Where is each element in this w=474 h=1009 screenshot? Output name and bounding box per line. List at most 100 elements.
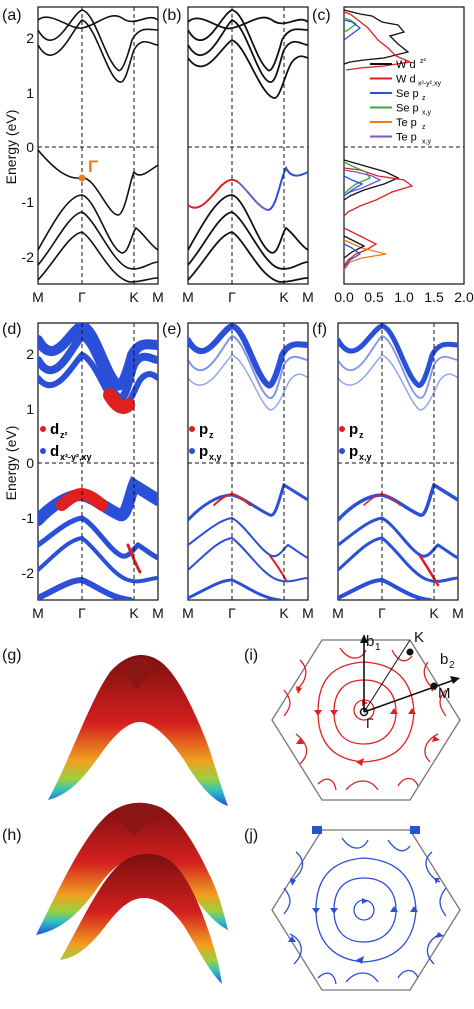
legend-f-pxy-label: p (349, 443, 358, 460)
ytick-top-1: 1 (26, 85, 34, 101)
panel-i-reciprocal-vectors (359, 634, 460, 717)
panel-c-frame (343, 6, 465, 285)
kpath-f-2: K (429, 605, 439, 621)
panel-h-surface-top (112, 802, 164, 836)
kpath-e-1: Γ (228, 605, 236, 621)
panel-b-valence-band (188, 165, 308, 211)
kpath-d-3: M (152, 605, 164, 621)
kpath-f-0: M (332, 605, 344, 621)
panel-i-b2-vector (363, 679, 455, 713)
ytick-bottom-2: 0 (26, 455, 34, 471)
panel-j-edge-mark-right (410, 826, 420, 834)
panel-i-k-label: K (414, 629, 424, 646)
panel-letters: (a) (b) (c) (d) (e) (f) (g) (h) (i) (j) (2, 7, 331, 844)
panel-i: b 1 b 2 K M Γ (271, 629, 461, 801)
legend-f-pz-dot (339, 426, 345, 432)
panel-e-legend: p z p x,y (189, 421, 222, 462)
panel-h-lower-surface (60, 853, 222, 984)
kpath-a-2: K (129, 289, 139, 305)
panel-i-b1-sub: 1 (375, 642, 381, 653)
panel-label-j: (j) (244, 827, 258, 844)
legend-c-label-5: Te p (396, 132, 417, 144)
legend-c-sub-4: z (422, 124, 426, 131)
legend-c-sub-5: x,y (422, 139, 431, 146)
panel-a-frame (37, 6, 159, 285)
panel-i-labels: b 1 b 2 K M Γ (366, 629, 455, 731)
panel-f-frame (337, 322, 459, 601)
legend-d-dz2-sub: z² (60, 430, 68, 440)
legend-c-sup-0: z² (420, 58, 427, 65)
panel-label-c: (c) (312, 7, 331, 24)
ytick-top-0: 2 (26, 30, 34, 46)
panel-label-b: (b) (162, 7, 182, 24)
panel-i-m-point (430, 682, 438, 690)
legend-c-label-4: Te p (396, 117, 417, 129)
ytick-top-3: -1 (22, 194, 35, 210)
panel-i-gamma-label: Γ (366, 715, 374, 731)
legend-f-pz-sub: z (359, 430, 364, 440)
panel-g-surface (48, 655, 228, 806)
panel-j-flow-lines (283, 837, 447, 985)
legend-c-sub-3: x,y (422, 110, 431, 117)
kpath-f-1: Γ (378, 605, 386, 621)
panel-label-i: (i) (244, 647, 258, 664)
legend-f-pxy-sub: x,y (359, 452, 372, 462)
panel-label-d: (d) (2, 321, 22, 338)
kpath-a-1: Γ (78, 289, 86, 305)
kpath-d-1: Γ (78, 605, 86, 621)
ytick-bottom-1: 1 (26, 401, 34, 417)
kpath-d-0: M (32, 605, 44, 621)
panel-i-b1-arrowhead (360, 634, 368, 643)
panel-d-legend: d z² d x²-y²,xy (40, 421, 92, 462)
panel-b (187, 6, 309, 285)
panel-h-upper-surface (36, 802, 228, 935)
kpath-f-3: M (452, 605, 464, 621)
legend-c-label-0: W d (396, 59, 416, 71)
panel-label-h: (h) (2, 827, 22, 844)
panel-label-f: (f) (312, 321, 327, 338)
panel-i-gamma-point (359, 707, 369, 717)
legend-c-label-1: W d (396, 74, 416, 86)
panel-i-b1-label: b (366, 633, 374, 650)
dos-xtick-2: 1.0 (394, 289, 414, 305)
kpath-b-0: M (182, 289, 194, 305)
panel-f-legend: p z p x,y (339, 421, 372, 462)
panel-a: Γ (37, 6, 159, 285)
panel-i-b2-sub: 2 (449, 660, 455, 671)
legend-f-pz-label: p (349, 421, 358, 438)
legend-e-pxy-label: p (199, 443, 208, 460)
panel-j-flow-arrows (288, 878, 444, 964)
legend-c-label-2: Se p (396, 88, 419, 100)
panel-label-e: (e) (162, 321, 182, 338)
panel-e-frame (187, 322, 309, 601)
panel-i-flow-lines (283, 647, 447, 791)
legend-e-pz-dot (189, 426, 195, 432)
legend-c-label-3: Se p (396, 103, 419, 115)
panel-h (36, 802, 228, 984)
dos-xtick-3: 1.5 (424, 289, 444, 305)
kpath-b-2: K (279, 289, 289, 305)
legend-e-pxy-sub: x,y (209, 452, 222, 462)
ytick-top-2: 0 (26, 139, 34, 155)
legend-e-pxy-dot (189, 448, 195, 454)
panel-i-gk-line (363, 639, 411, 713)
panel-a-bands (38, 9, 158, 283)
kpath-d-2: K (129, 605, 139, 621)
panel-d: d z² d x²-y²,xy (37, 322, 159, 601)
ylabel-top: Energy (eV) (3, 110, 19, 185)
panel-c-dos-curves (343, 9, 414, 271)
kpath-e-0: M (182, 605, 194, 621)
panel-label-a: (a) (2, 7, 22, 24)
panel-i-b2-label: b (440, 651, 448, 668)
panel-i-k-point (406, 648, 414, 656)
legend-e-pz-sub: z (209, 430, 214, 440)
kpath-e-2: K (279, 605, 289, 621)
kpath-a-3: M (152, 289, 164, 305)
panel-j-edge-mark-left (312, 826, 322, 834)
dos-xtick-0: 0.0 (334, 289, 354, 305)
panel-e: p z p x,y (187, 322, 309, 601)
